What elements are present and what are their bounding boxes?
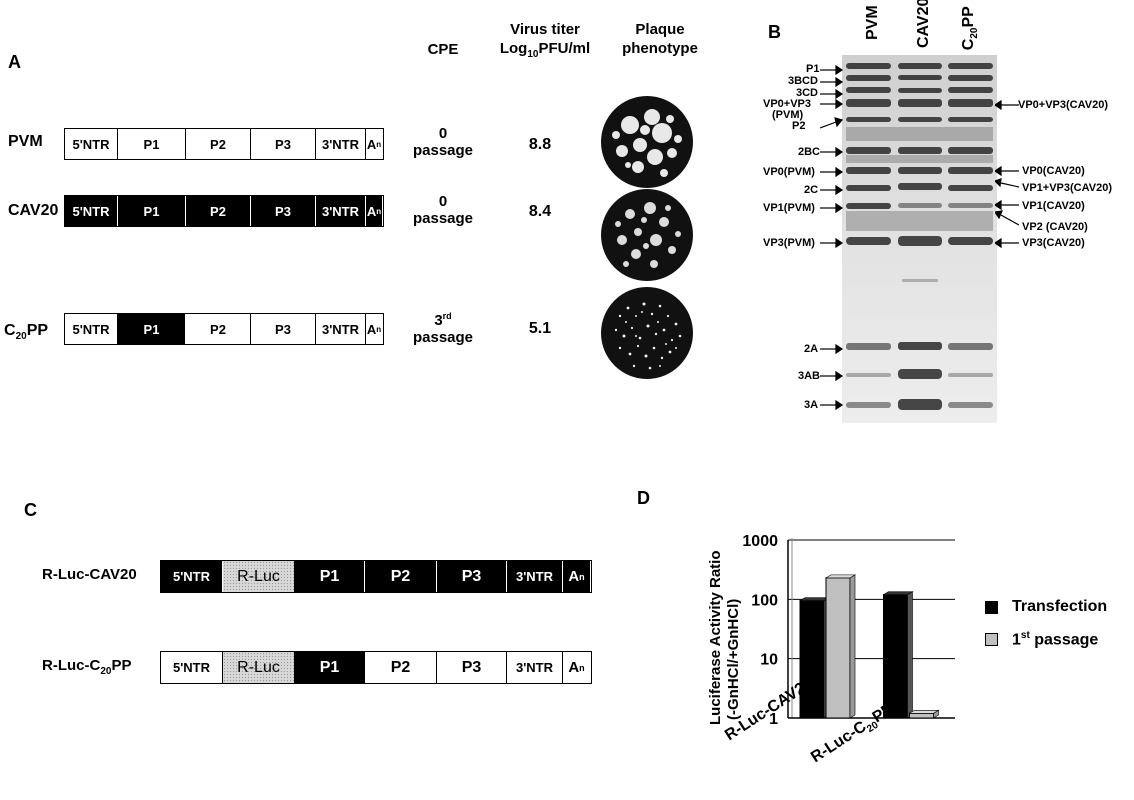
gel-label-3bcd: 3BCD bbox=[788, 75, 818, 87]
bar-top bbox=[882, 591, 914, 595]
y-tick-label: 1000 bbox=[742, 533, 778, 550]
gel-lane-cav20-label: CAV20 bbox=[915, 0, 932, 48]
gel-label-pvm-paren: (PVM) bbox=[772, 109, 804, 121]
gel-label-3ab: 3AB bbox=[798, 370, 821, 382]
gel-label-3cd: 3CD bbox=[796, 87, 819, 99]
panel-b-letter: B bbox=[768, 22, 781, 42]
gel-label-p2: P2 bbox=[792, 120, 806, 132]
chart-legend: Transfection 1st passage bbox=[985, 598, 1107, 649]
titer-c20pp: 5.1 bbox=[528, 320, 552, 337]
bar-top bbox=[824, 574, 857, 579]
rluc-cav20-name: R-Luc-CAV20 bbox=[42, 566, 137, 583]
bar-transfection bbox=[883, 594, 908, 719]
gel-right-arrows bbox=[995, 99, 1019, 249]
panel-d-letter: D bbox=[637, 488, 650, 508]
gel-left-arrows bbox=[820, 64, 844, 411]
gel-label-vp0-vp3-pvm: VP0+VP3 bbox=[763, 98, 812, 110]
row-c20pp-name: C20PP bbox=[4, 322, 49, 343]
y-tick-label: 100 bbox=[751, 592, 778, 609]
gel-label-vp0-vp3-cav20: VP0+VP3(CAV20) bbox=[1018, 99, 1108, 111]
titer-header: Virus titer Log10PFU/ml bbox=[499, 21, 591, 60]
luciferase-chart: 1 10 100 1000 Luciferase Activity Ratio (-GnH… bbox=[707, 533, 955, 728]
gel-lane-pvm-label: PVM bbox=[864, 5, 881, 40]
bar-top bbox=[908, 710, 940, 714]
cpe-cav20: 0 passage bbox=[412, 193, 474, 227]
bar-first-passage bbox=[909, 712, 934, 719]
gel-label-vp2-cav20: VP2 (CAV20) bbox=[1022, 221, 1088, 233]
gel-label-p1: P1 bbox=[806, 63, 820, 75]
legend-label-transfection: Transfection bbox=[1012, 598, 1108, 615]
gel-label-3a: 3A bbox=[804, 399, 819, 411]
rluc-c20pp-name: R-Luc-C20PP bbox=[42, 657, 132, 677]
gel-label-vp1-vp3-cav20: VP1+VP3(CAV20) bbox=[1022, 182, 1112, 194]
gel-label-vp0-pvm: VP0(PVM) bbox=[763, 166, 815, 178]
titer-cav20: 8.4 bbox=[528, 203, 552, 220]
gel-image bbox=[842, 55, 997, 423]
gel-label-vp0-cav20: VP0(CAV20) bbox=[1022, 165, 1085, 177]
legend-swatch-transfection bbox=[985, 600, 998, 614]
gel-label-vp3-cav20: VP3(CAV20) bbox=[1022, 237, 1085, 249]
y-axis-label-sub: (-GnHCl/+GnHCl) bbox=[725, 599, 742, 720]
bar-first-passage bbox=[825, 577, 851, 719]
gel-label-vp1-cav20: VP1(CAV20) bbox=[1022, 200, 1085, 212]
gel-label-2bc: 2BC bbox=[798, 146, 821, 158]
gel-label-vp3-pvm: VP3(PVM) bbox=[763, 237, 815, 249]
cpe-header: CPE bbox=[427, 41, 459, 58]
plaque-image-c20pp bbox=[601, 287, 693, 379]
cpe-pvm: 0 passage bbox=[412, 125, 474, 159]
bar-side bbox=[907, 591, 913, 719]
titer-pvm: 8.8 bbox=[528, 136, 552, 153]
bar-side bbox=[849, 574, 856, 719]
gel-label-2c: 2C bbox=[804, 184, 819, 196]
gel-lane-c20pp-label: C20PP bbox=[959, 6, 980, 51]
y-tick-label: 1 bbox=[769, 711, 778, 728]
plaque-header: Plaque phenotype bbox=[622, 21, 698, 57]
panel-a-letter: A bbox=[8, 52, 21, 72]
bar-transfection bbox=[799, 600, 825, 719]
row-cav20-name: CAV20 bbox=[8, 202, 59, 219]
cpe-c20pp: 3rd passage bbox=[412, 311, 474, 346]
y-axis-label: Luciferase Activity Ratio bbox=[707, 551, 724, 726]
gel-label-2a: 2A bbox=[804, 343, 819, 355]
row-pvm-name: PVM bbox=[8, 133, 43, 150]
plaque-image-cav20 bbox=[601, 189, 693, 281]
gel-label-vp1-pvm: VP1(PVM) bbox=[763, 202, 815, 214]
plaque-image-pvm bbox=[601, 96, 693, 188]
legend-label-first-passage: 1st passage bbox=[1012, 630, 1099, 649]
bar-top bbox=[798, 597, 831, 601]
panel-c-letter: C bbox=[24, 500, 37, 520]
y-tick-label: 10 bbox=[760, 652, 778, 669]
legend-swatch-first-passage bbox=[985, 633, 998, 647]
